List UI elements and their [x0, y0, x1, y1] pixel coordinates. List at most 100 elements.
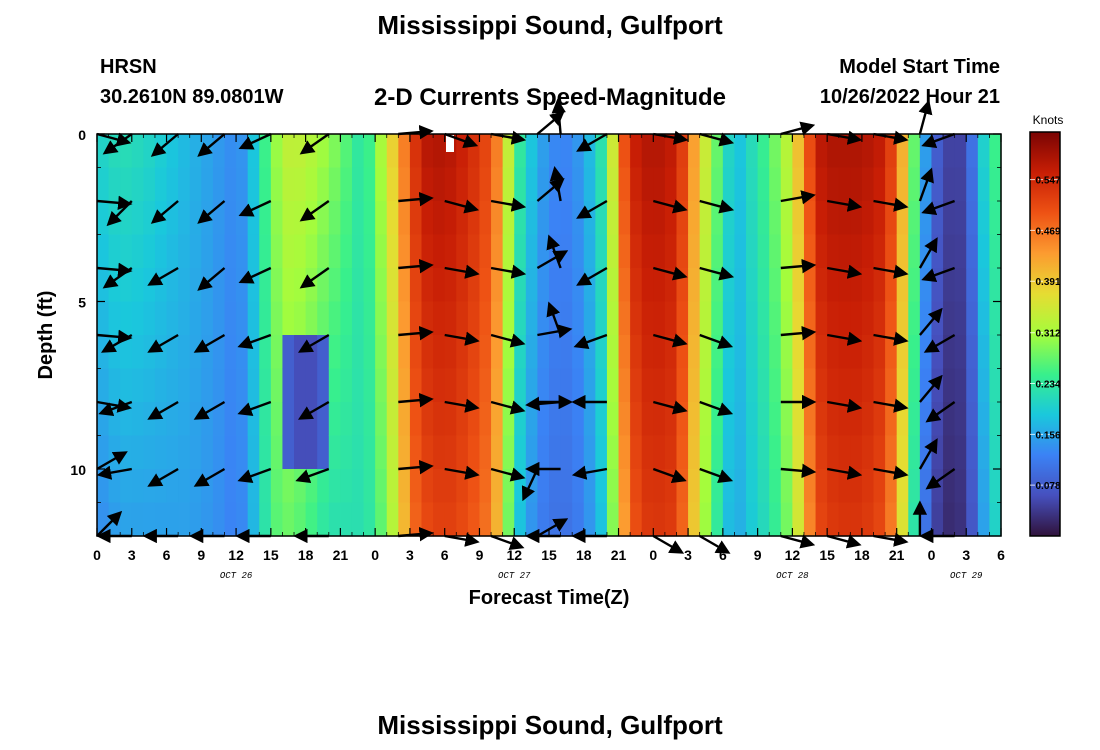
heatmap-cell: [201, 402, 214, 437]
heatmap-cell: [688, 469, 701, 504]
heatmap-cell: [131, 134, 144, 169]
heatmap-cell: [166, 335, 179, 370]
colorbar-tick-label: 0.312: [1035, 329, 1060, 340]
heatmap-cell: [676, 502, 689, 537]
heatmap-cell: [873, 301, 886, 336]
heatmap-cell: [688, 134, 701, 169]
heatmap-cell: [514, 368, 527, 403]
heatmap-cell: [247, 234, 260, 269]
heatmap-cell: [931, 167, 944, 202]
heatmap-cell: [398, 268, 411, 303]
heatmap-cell: [954, 134, 967, 169]
heatmap-cell: [792, 502, 805, 537]
heatmap-cell: [525, 134, 539, 169]
heatmap-cell: [838, 502, 851, 537]
heatmap-cell: [873, 502, 886, 537]
heatmap-cell: [467, 134, 481, 169]
current-vector: [193, 333, 226, 353]
heatmap-cell: [757, 502, 770, 537]
heatmap-cell: [525, 301, 539, 336]
heatmap-cell: [166, 167, 179, 202]
heatmap-cell: [838, 301, 851, 336]
heatmap-cell: [305, 134, 318, 169]
x-tick-label: 3: [406, 547, 414, 563]
heatmap-cell: [479, 469, 492, 504]
heatmap-cell: [189, 368, 202, 403]
x-tick-label: 18: [576, 547, 592, 563]
heatmap-cell: [398, 201, 411, 236]
heatmap-cell: [479, 234, 492, 269]
heatmap-cell: [328, 301, 341, 336]
heatmap-cell: [212, 167, 226, 202]
heatmap-cell: [966, 234, 979, 269]
heatmap-cell: [931, 335, 944, 370]
heatmap-cell: [966, 435, 979, 470]
heatmap-cell: [467, 167, 481, 202]
heatmap-cell: [861, 435, 875, 470]
heatmap-cell: [954, 402, 967, 437]
heatmap-cell: [653, 402, 666, 437]
heatmap-cell: [259, 301, 272, 336]
heatmap-cell: [676, 268, 689, 303]
heatmap-cell: [97, 234, 110, 269]
heatmap-cell: [989, 335, 1002, 370]
heatmap-cell: [699, 335, 712, 370]
heatmap-cell: [120, 435, 133, 470]
heatmap-cell: [282, 469, 295, 504]
x-tick-label: 3: [962, 547, 970, 563]
x-tick-label: 3: [128, 547, 136, 563]
heatmap-cell: [606, 134, 620, 169]
heatmap-cell: [630, 469, 643, 504]
heatmap-cell: [838, 335, 851, 370]
heatmap-cell: [780, 268, 793, 303]
heatmap-cell: [537, 301, 550, 336]
heatmap-cell: [363, 268, 376, 303]
heatmap-cell: [676, 167, 689, 202]
heatmap-cell: [769, 435, 782, 470]
heatmap-cell: [456, 368, 469, 403]
heatmap-cell: [398, 167, 411, 202]
heatmap-cell: [491, 301, 504, 336]
heatmap-cell: [305, 301, 318, 336]
heatmap-cell: [595, 234, 608, 269]
heatmap-cell: [282, 335, 295, 370]
x-tick-label: 3: [684, 547, 692, 563]
heatmap-cell: [491, 402, 504, 437]
heatmap-cell: [653, 335, 666, 370]
heatmap-cell: [792, 435, 805, 470]
heatmap-cell: [525, 335, 539, 370]
heatmap-cell: [966, 368, 979, 403]
heatmap-cell: [838, 201, 851, 236]
heatmap-cell: [201, 368, 214, 403]
heatmap-cell: [908, 201, 921, 236]
heatmap-cell: [954, 201, 967, 236]
heatmap-cell: [224, 435, 237, 470]
current-vector: [537, 324, 573, 339]
heatmap-cell: [143, 301, 156, 336]
heatmap-cell: [699, 469, 712, 504]
heatmap-cell: [873, 469, 886, 504]
heatmap-cell: [386, 368, 399, 403]
heatmap-cell: [328, 502, 341, 537]
heatmap-cell: [467, 234, 481, 269]
heatmap-cell: [861, 301, 875, 336]
heatmap-cell: [363, 234, 376, 269]
heatmap-cell: [282, 402, 295, 437]
heatmap-cell: [954, 502, 967, 537]
heatmap-cell: [896, 502, 909, 537]
heatmap-cell: [606, 268, 620, 303]
heatmap-cell: [328, 201, 341, 236]
heatmap-cell: [514, 167, 527, 202]
heatmap-cell: [398, 435, 411, 470]
heatmap-cell: [757, 234, 770, 269]
colorbar-tick-label: 0.078: [1035, 481, 1060, 492]
heatmap-cell: [896, 368, 909, 403]
heatmap-cell: [653, 134, 666, 169]
heatmap-cell: [154, 435, 168, 470]
heatmap-cell: [792, 368, 805, 403]
heatmap-cell: [444, 167, 457, 202]
heatmap-cell: [189, 502, 202, 537]
heatmap-cell: [120, 502, 133, 537]
heatmap-cell: [386, 301, 399, 336]
